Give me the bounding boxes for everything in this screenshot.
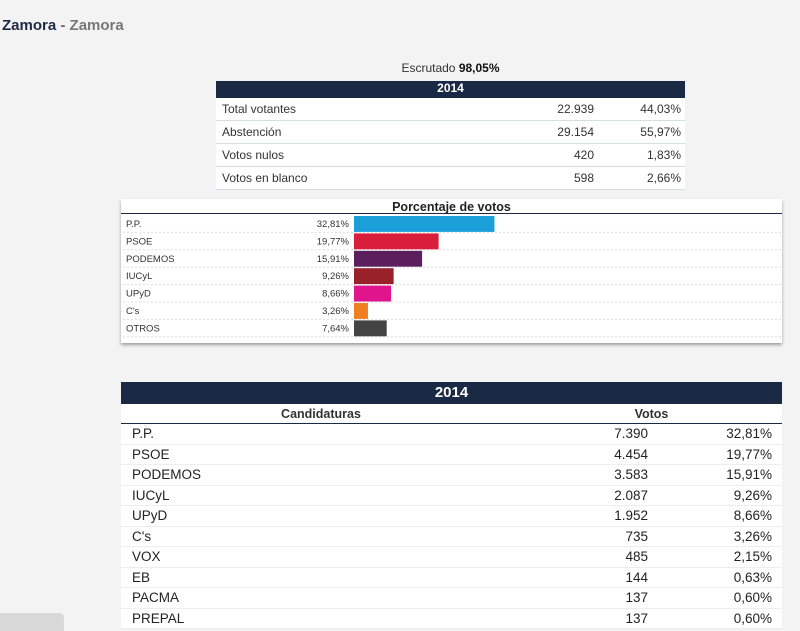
escrutado-value: 98,05% [458, 61, 500, 75]
bar [354, 233, 439, 250]
candidate-votes: 137 [625, 590, 648, 606]
candidate-pct: 2,15% [733, 549, 772, 565]
candidate-votes: 3.583 [614, 467, 648, 483]
candidate-name: VOX [132, 549, 161, 565]
candidate-pct: 8,66% [733, 508, 772, 524]
category-label: C's [126, 306, 140, 317]
summary-value: 29.154 [557, 125, 594, 139]
bar [354, 250, 423, 267]
candidate-votes: 735 [625, 528, 648, 544]
col-candidaturas: Candidaturas [281, 406, 361, 421]
table-row: PODEMOS 3.583 15,91% [121, 465, 782, 486]
value-label: 9,26% [322, 271, 349, 282]
results-year-header: 2014 [121, 382, 782, 404]
table-row: PSOE 4.454 19,77% [121, 445, 782, 465]
summary-row: Votos en blanco 598 2,66% [216, 167, 685, 190]
results-list: P.P. 7.390 32,81% PSOE 4.454 19,77% PODEMOS 3.5… [121, 423, 782, 629]
candidate-name: EB [132, 569, 151, 585]
candidate-name: PREPAL [132, 610, 185, 626]
summary-label: Abstención [222, 125, 282, 139]
candidate-name: PODEMOS [132, 467, 202, 483]
escrutado-label: Escrutado [401, 61, 456, 75]
candidate-pct: 32,81% [726, 426, 772, 442]
chart-plot: P.P. 32,81% PSOE 19,77% PODEMOS 15,91% IUCyL 9,… [123, 216, 782, 338]
candidate-name: IUCyL [132, 487, 170, 503]
table-row: PACMA 137 0,60% [121, 588, 782, 609]
title-separator: - [60, 17, 66, 34]
value-label: 3,26% [322, 306, 349, 317]
candidate-name: PACMA [132, 590, 180, 606]
summary-table: 2014 Total votantes 22.939 44,03% Abstenció… [216, 81, 685, 190]
col-votos: Votos [634, 406, 669, 421]
summary-pct: 2,66% [646, 171, 681, 185]
category-label: OTROS [126, 323, 160, 334]
value-label: 8,66% [322, 289, 349, 300]
summary-value: 420 [573, 148, 594, 162]
summary-label: Total votantes [222, 102, 297, 116]
summary-value: 22.939 [557, 102, 594, 116]
candidate-votes: 2.087 [614, 487, 648, 503]
candidate-votes: 1.952 [614, 508, 648, 524]
candidate-name: PSOE [132, 446, 170, 462]
summary-pct: 1,83% [646, 148, 681, 162]
candidate-votes: 137 [625, 610, 648, 626]
table-row: P.P. 7.390 32,81% [121, 424, 782, 445]
category-label: UPyD [126, 289, 151, 300]
title-province: Zamora [69, 17, 124, 34]
category-label: P.P. [126, 219, 142, 230]
summary-value: 598 [573, 171, 594, 185]
bar [354, 320, 387, 337]
candidate-votes: 7.390 [614, 426, 648, 442]
bar [354, 268, 394, 285]
bar [354, 285, 392, 302]
value-label: 15,91% [317, 254, 350, 265]
summary-label: Votos nulos [222, 148, 285, 162]
candidate-pct: 0,60% [733, 590, 772, 606]
candidate-votes: 485 [625, 549, 648, 565]
candidate-name: P.P. [132, 426, 155, 442]
summary-year-header: 2014 [216, 81, 685, 98]
category-label: PODEMOS [126, 254, 175, 265]
table-row: IUCyL 2.087 9,26% [121, 486, 782, 506]
candidate-pct: 15,91% [726, 467, 772, 483]
candidate-pct: 3,26% [733, 528, 772, 544]
table-row: VOX 485 2,15% [121, 547, 782, 568]
page-title: Zamora - Zamora [2, 17, 124, 34]
chart-title: Porcentaje de votos [121, 199, 782, 214]
candidate-pct: 0,63% [733, 569, 772, 585]
value-label: 32,81% [317, 219, 350, 230]
category-label: IUCyL [126, 271, 152, 282]
candidate-pct: 0,60% [733, 610, 772, 626]
value-label: 19,77% [317, 236, 350, 247]
table-row: C's 735 3,26% [121, 527, 782, 547]
title-municipality: Zamora [2, 17, 57, 34]
summary-pct: 55,97% [640, 125, 681, 139]
escrutado-line: Escrutado 98,05% [216, 61, 685, 75]
candidate-name: C's [132, 528, 152, 544]
table-row: PREPAL 137 0,60% [121, 609, 782, 629]
summary-pct: 44,03% [640, 102, 681, 116]
floating-tab[interactable] [0, 613, 64, 631]
value-label: 7,64% [322, 323, 349, 334]
summary-row: Total votantes 22.939 44,03% [216, 98, 685, 121]
summary-label: Votos en blanco [222, 171, 308, 185]
summary-row: Abstención 29.154 55,97% [216, 121, 685, 144]
table-row: UPyD 1.952 8,66% [121, 506, 782, 527]
bar [354, 303, 368, 319]
candidate-votes: 4.454 [614, 446, 648, 462]
candidate-pct: 9,26% [733, 487, 772, 503]
table-row: EB 144 0,63% [121, 568, 782, 588]
summary-row: Votos nulos 420 1,83% [216, 144, 685, 167]
vote-percentage-chart: Porcentaje de votos P.P. 32,81% PSOE 19,77%… [121, 199, 782, 343]
candidate-name: UPyD [132, 508, 168, 524]
results-column-headers: Candidaturas Votos [121, 404, 782, 423]
bar [354, 216, 495, 232]
candidate-pct: 19,77% [726, 446, 772, 462]
candidate-votes: 144 [625, 569, 648, 585]
category-label: PSOE [126, 236, 152, 247]
results-table: 2014 Candidaturas Votos P.P. 7.390 32,81% P… [121, 382, 782, 629]
